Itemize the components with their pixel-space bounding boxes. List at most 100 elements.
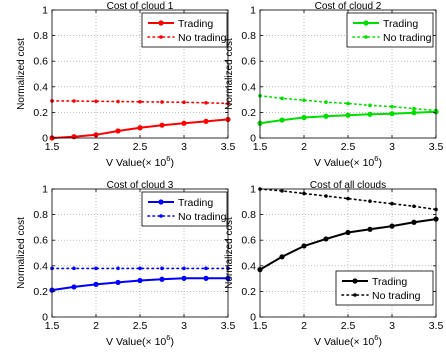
series-line-no-trading xyxy=(259,188,437,211)
data-point xyxy=(389,223,395,229)
y-axis-label: Normalized cost xyxy=(16,38,27,110)
data-point xyxy=(138,99,142,104)
data-point xyxy=(182,100,186,105)
data-point xyxy=(323,113,329,119)
legend-marker xyxy=(352,278,358,284)
data-point xyxy=(324,194,328,198)
series-no-trading xyxy=(50,266,230,271)
legend-marker xyxy=(159,35,163,39)
y-tick-label: 0.8 xyxy=(33,30,48,42)
legend: Trading No trading xyxy=(335,270,434,306)
data-point xyxy=(182,266,186,271)
legend-label-no-trading: No trading xyxy=(178,211,227,223)
x-tick-label: 3.5 xyxy=(221,320,236,332)
data-point xyxy=(389,111,395,117)
y-tick-label: 0 xyxy=(250,133,256,145)
x-tick-label: 3.5 xyxy=(429,320,444,332)
x-tick-label: 2.5 xyxy=(341,141,356,153)
legend-label-trading: Trading xyxy=(178,18,213,30)
x-tick-label: 1.5 xyxy=(253,141,268,153)
legend-label-no-trading: No trading xyxy=(178,32,227,44)
legend-marker xyxy=(158,199,164,205)
y-tick-label: 1 xyxy=(42,5,48,17)
chart-title: Cost of cloud 2 xyxy=(315,1,382,12)
legend-box xyxy=(141,12,228,48)
chart-title: Cost of all clouds xyxy=(310,180,386,191)
legend-marker xyxy=(353,293,357,297)
x-axis-label: V Value(× 106) xyxy=(314,154,382,169)
data-point xyxy=(280,189,284,193)
x-tick-label: 2 xyxy=(93,320,99,332)
data-point xyxy=(345,112,351,118)
x-axis-label: V Value(× 106) xyxy=(106,154,174,169)
x-tick-label: 3 xyxy=(181,141,187,153)
data-point xyxy=(411,110,417,116)
x-tick-label: 3 xyxy=(181,320,187,332)
y-tick-label: 0.8 xyxy=(241,30,256,42)
series-trading xyxy=(257,216,439,273)
data-point xyxy=(116,266,120,271)
data-point xyxy=(390,201,394,206)
x-tick-label: 2 xyxy=(301,141,307,153)
data-point xyxy=(368,199,372,203)
x-tick-label: 1.5 xyxy=(253,320,268,332)
data-point xyxy=(346,196,350,201)
data-point xyxy=(159,122,165,128)
data-point xyxy=(280,96,284,101)
legend-marker xyxy=(364,35,368,39)
legend: Trading No trading xyxy=(346,12,434,48)
y-tick-label: 0 xyxy=(42,312,48,324)
data-point xyxy=(346,101,350,106)
y-tick-label: 0.6 xyxy=(33,56,48,68)
data-point xyxy=(71,284,77,290)
legend-box xyxy=(335,270,434,306)
data-point xyxy=(72,99,76,103)
chart-panel-1: 1.5 2 2.5 3 3.5 0 0.2 0.4 0.6 0.8 1 Cost of cloud 1… xyxy=(16,1,235,169)
legend-label-no-trading: No trading xyxy=(383,32,432,44)
chart-panel-4: 1.5 2 2.5 3 3.5 0 0.2 0.4 0.6 0.8 1 Cost of all clo… xyxy=(224,180,443,348)
y-tick-label: 1 xyxy=(250,184,256,196)
data-point xyxy=(116,99,120,104)
legend-box xyxy=(141,191,228,227)
legend-marker xyxy=(363,20,369,26)
data-point xyxy=(204,266,208,271)
data-point xyxy=(93,281,99,287)
data-point xyxy=(301,243,307,249)
chart-title: Cost of cloud 3 xyxy=(107,180,174,191)
data-point xyxy=(204,101,208,105)
data-point xyxy=(138,266,142,271)
x-tick-label: 3 xyxy=(389,320,395,332)
data-point xyxy=(203,118,209,124)
data-point xyxy=(93,132,99,138)
data-point xyxy=(115,128,121,134)
data-point xyxy=(323,236,329,242)
data-point xyxy=(302,191,306,196)
y-tick-label: 0.2 xyxy=(33,107,48,119)
data-point xyxy=(72,266,76,271)
legend-label-trading: Trading xyxy=(383,18,418,30)
x-tick-label: 3.5 xyxy=(221,141,236,153)
chart-panel-2: 1.5 2 2.5 3 3.5 0 0.2 0.4 0.6 0.8 1 Cost of cloud 2… xyxy=(224,1,443,169)
x-tick-label: 2.5 xyxy=(341,320,356,332)
data-point xyxy=(115,279,121,286)
data-point xyxy=(412,204,416,209)
x-axis-label: V Value(× 106) xyxy=(106,333,174,348)
y-tick-label: 0.2 xyxy=(241,107,256,119)
data-point xyxy=(181,275,187,281)
data-point xyxy=(137,277,143,284)
data-point xyxy=(137,125,143,131)
y-axis-label: Normalized cost xyxy=(16,217,27,289)
legend-marker xyxy=(158,20,164,26)
y-tick-label: 0.2 xyxy=(33,286,48,298)
data-point xyxy=(390,104,394,109)
y-tick-label: 0.4 xyxy=(241,81,256,93)
x-tick-label: 1.5 xyxy=(45,141,60,153)
data-point xyxy=(181,120,187,126)
legend-box xyxy=(346,12,434,48)
legend-label-trading: Trading xyxy=(178,197,213,209)
x-tick-label: 3 xyxy=(389,141,395,153)
y-tick-label: 0.4 xyxy=(241,260,256,272)
data-point xyxy=(411,219,417,225)
data-point xyxy=(302,98,306,103)
data-point xyxy=(203,275,209,281)
